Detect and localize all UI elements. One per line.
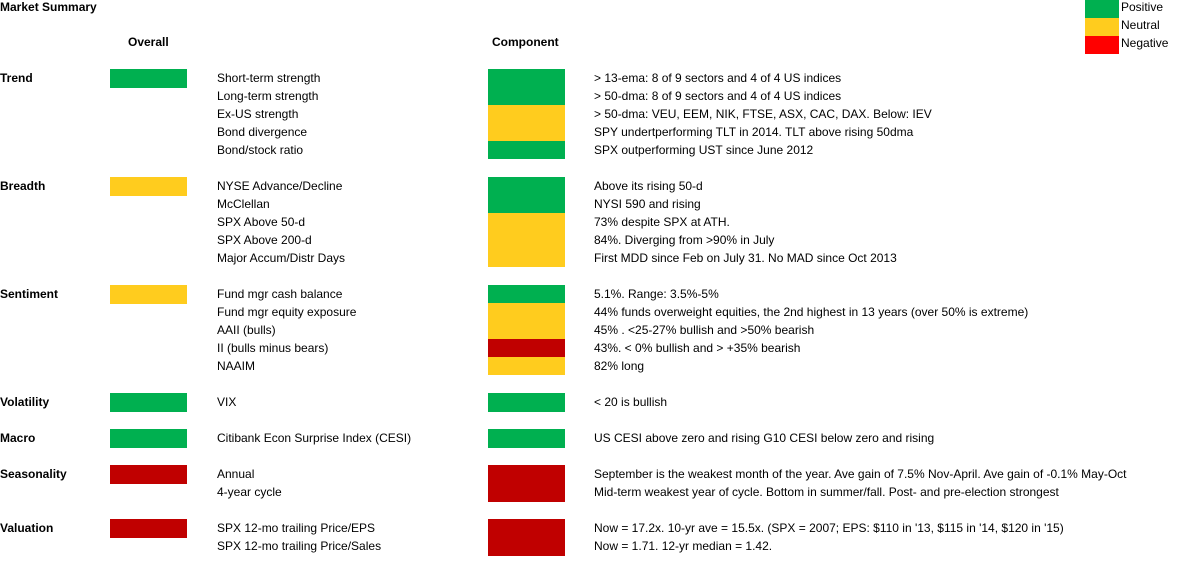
indicator-comment: Now = 1.71. 12-yr median = 1.42. xyxy=(594,539,773,553)
overall-rating-swatch xyxy=(110,429,187,448)
indicator-comment: < 20 is bullish xyxy=(594,395,668,409)
indicator-comment: 73% despite SPX at ATH. xyxy=(594,215,730,229)
indicator-label: SPX Above 200-d xyxy=(217,233,312,247)
indicator-label: Ex-US strength xyxy=(217,107,299,121)
indicator-label: NAAIM xyxy=(217,359,256,373)
indicator-comment: September is the weakest month of the ye… xyxy=(594,467,1127,481)
component-swatch xyxy=(488,465,565,502)
overall-rating-swatch xyxy=(110,465,187,484)
overall-rating-swatch xyxy=(110,285,187,304)
section-name: Sentiment xyxy=(0,287,59,301)
overall-rating-swatch xyxy=(110,177,187,196)
indicator-label: Long-term strength xyxy=(217,89,319,103)
component-swatch xyxy=(488,339,565,357)
component-swatch xyxy=(488,69,565,105)
indicator-label: II (bulls minus bears) xyxy=(217,341,329,355)
indicator-comment: 45% . <25-27% bullish and >50% bearish xyxy=(594,323,815,337)
legend-label-negative: Negative xyxy=(1121,36,1169,50)
indicator-comment: > 50-dma: 8 of 9 sectors and 4 of 4 US i… xyxy=(594,89,842,103)
component-header: Component xyxy=(492,35,559,49)
overall-rating-swatch xyxy=(110,519,187,538)
section-name: Breadth xyxy=(0,179,46,193)
indicator-comment: > 50-dma: VEU, EEM, NIK, FTSE, ASX, CAC,… xyxy=(594,107,932,121)
overall-header: Overall xyxy=(128,35,169,49)
section-name: Valuation xyxy=(0,521,54,535)
indicator-comment: First MDD since Feb on July 31. No MAD s… xyxy=(594,251,897,265)
indicator-label: Bond divergence xyxy=(217,125,308,139)
page-title: Market Summary xyxy=(0,0,97,14)
indicator-label: 4-year cycle xyxy=(217,485,282,499)
overall-rating-swatch xyxy=(110,69,187,88)
component-swatch xyxy=(488,357,565,375)
indicator-comment: SPX outperforming UST since June 2012 xyxy=(594,143,814,157)
legend-swatch-positive xyxy=(1085,0,1119,18)
indicator-label: Fund mgr cash balance xyxy=(217,287,343,301)
indicator-comment: US CESI above zero and rising G10 CESI b… xyxy=(594,431,935,445)
component-swatch xyxy=(488,519,565,556)
section-name: Trend xyxy=(0,71,33,85)
indicator-comment: Mid-term weakest year of cycle. Bottom i… xyxy=(594,485,1059,499)
indicator-label: VIX xyxy=(217,395,237,409)
component-swatch xyxy=(488,303,565,339)
indicator-label: Short-term strength xyxy=(217,71,321,85)
component-swatch xyxy=(488,177,565,213)
indicator-comment: 5.1%. Range: 3.5%-5% xyxy=(594,287,719,301)
legend-swatch-negative xyxy=(1085,36,1119,54)
component-swatch xyxy=(488,213,565,267)
indicator-label: Annual xyxy=(217,467,255,481)
component-swatch xyxy=(488,141,565,159)
indicator-comment: NYSI 590 and rising xyxy=(594,197,701,211)
indicator-comment: 44% funds overweight equities, the 2nd h… xyxy=(594,305,1029,319)
section-name: Macro xyxy=(0,431,36,445)
indicator-comment: 43%. < 0% bullish and > +35% bearish xyxy=(594,341,801,355)
section-name: Seasonality xyxy=(0,467,67,481)
indicator-label: SPX 12-mo trailing Price/EPS xyxy=(217,521,376,535)
overall-rating-swatch xyxy=(110,393,187,412)
component-swatch xyxy=(488,429,565,448)
indicator-label: NYSE Advance/Decline xyxy=(217,179,343,193)
legend-label-positive: Positive xyxy=(1121,0,1164,14)
component-swatch xyxy=(488,393,565,412)
component-swatch xyxy=(488,105,565,141)
indicator-label: Major Accum/Distr Days xyxy=(217,251,346,265)
section-name: Volatility xyxy=(0,395,50,409)
indicator-label: SPX Above 50-d xyxy=(217,215,306,229)
indicator-label: Bond/stock ratio xyxy=(217,143,304,157)
indicator-label: AAII (bulls) xyxy=(217,323,276,337)
legend-swatch-neutral xyxy=(1085,18,1119,36)
legend-label-neutral: Neutral xyxy=(1121,18,1160,32)
indicator-comment: 82% long xyxy=(594,359,645,373)
indicator-label: McClellan xyxy=(217,197,270,211)
component-swatch xyxy=(488,285,565,303)
indicator-comment: > 13-ema: 8 of 9 sectors and 4 of 4 US i… xyxy=(594,71,842,85)
indicator-comment: Now = 17.2x. 10-yr ave = 15.5x. (SPX = 2… xyxy=(594,521,1064,535)
indicator-comment: Above its rising 50-d xyxy=(594,179,703,193)
indicator-label: SPX 12-mo trailing Price/Sales xyxy=(217,539,382,553)
indicator-comment: SPY undertperforming TLT in 2014. TLT ab… xyxy=(594,125,914,139)
indicator-comment: 84%. Diverging from >90% in July xyxy=(594,233,775,247)
indicator-label: Citibank Econ Surprise Index (CESI) xyxy=(217,431,412,445)
indicator-label: Fund mgr equity exposure xyxy=(217,305,357,319)
